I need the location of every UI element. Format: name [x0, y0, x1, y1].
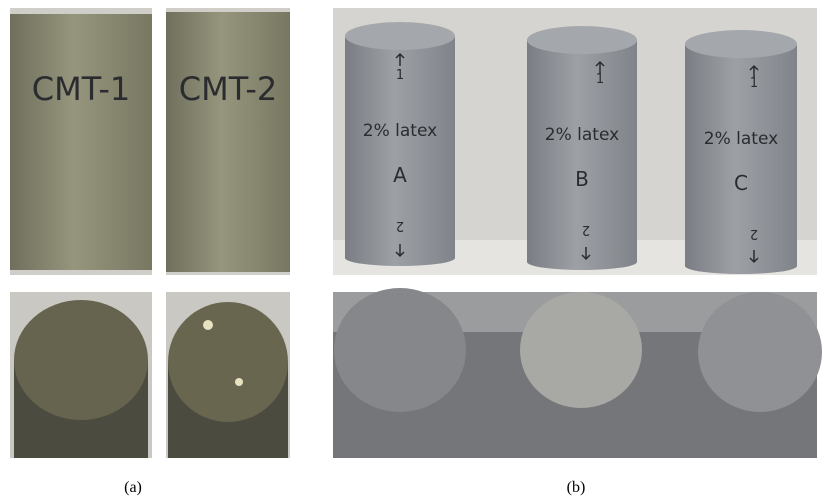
- top-mark: 1: [596, 72, 604, 87]
- top-mark: 1: [750, 76, 758, 91]
- page: {"figure": { "panel_a": {"caption": "(a)…: [0, 0, 824, 497]
- bottom-mark: 2: [582, 222, 590, 237]
- photo-a-top-1: CMT-1: [10, 8, 152, 275]
- specimen-label: CMT-2: [179, 70, 277, 108]
- panel-caption: (b): [567, 479, 586, 496]
- photo-a-top-2: CMT-2: [166, 8, 290, 275]
- specimen-text: 2% latex: [363, 121, 437, 141]
- photo-a-bottom-1: [10, 292, 152, 458]
- bottom-mark: 2: [396, 218, 404, 233]
- specimen-letter: C: [734, 171, 748, 195]
- panel-caption: (a): [124, 479, 142, 496]
- photo-b-bottom: [333, 288, 822, 458]
- specimen-text: 2% latex: [704, 129, 778, 149]
- bottom-mark: 2: [750, 226, 758, 241]
- cylinder: [685, 30, 797, 274]
- specimen-letter: A: [393, 163, 407, 187]
- specimen-letter: B: [575, 167, 589, 191]
- top-mark: 1: [396, 68, 404, 83]
- photo-a-bottom-2: [166, 292, 290, 458]
- specimen-text: 2% latex: [545, 125, 619, 145]
- figure: CMT-1 CMT-2: [0, 0, 824, 497]
- specimen-label: CMT-1: [32, 70, 130, 108]
